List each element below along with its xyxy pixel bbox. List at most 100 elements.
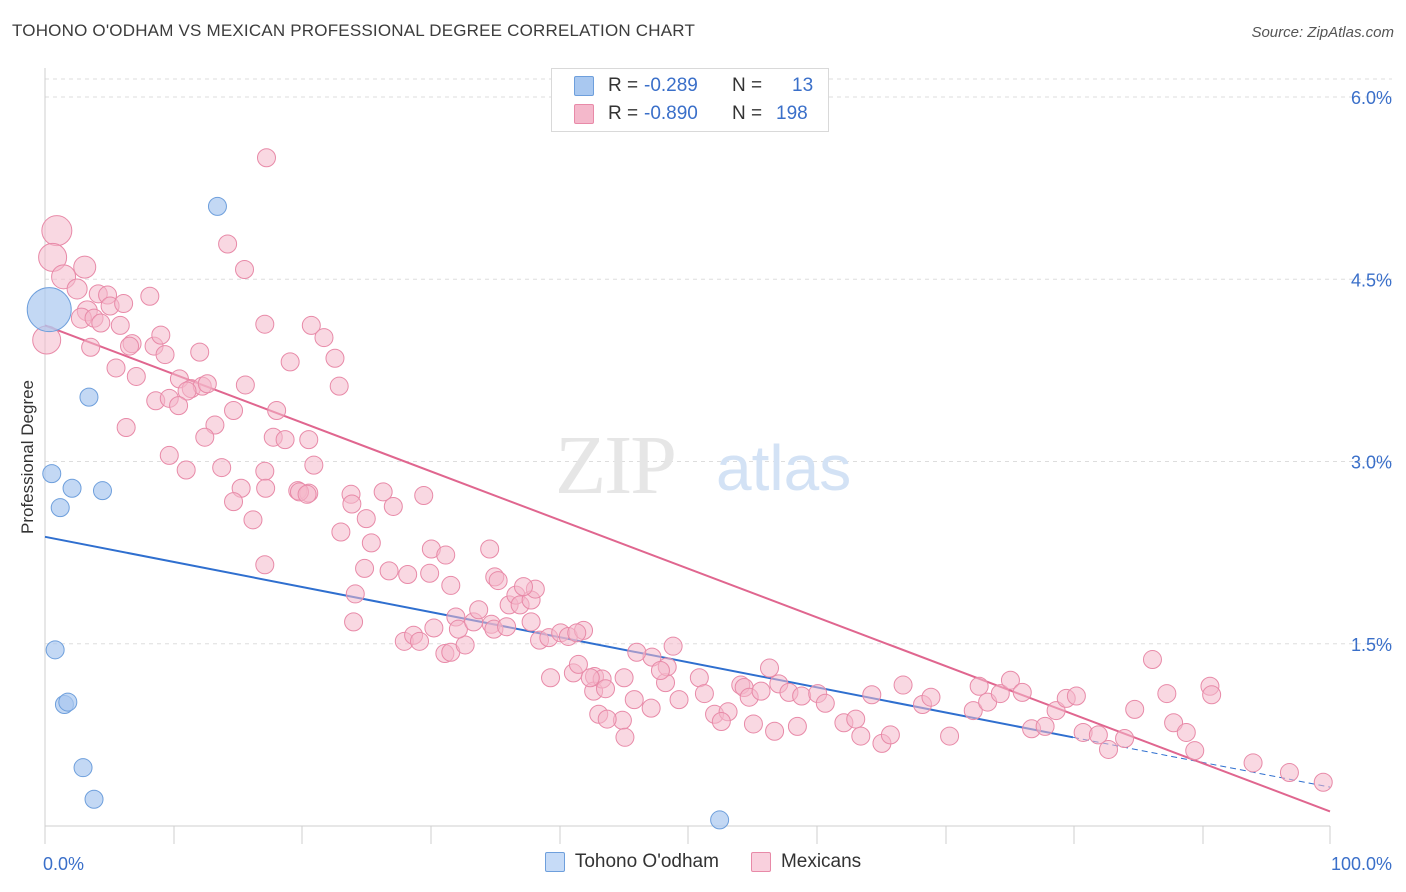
data-point-mexicans xyxy=(455,635,475,655)
data-point-mexicans xyxy=(846,709,866,729)
data-point-tohono xyxy=(58,692,78,712)
data-point-mexicans xyxy=(880,725,900,745)
data-point-mexicans xyxy=(41,215,73,247)
legend-swatch-blue xyxy=(574,76,594,96)
data-point-mexicans xyxy=(541,668,561,688)
legend-swatch-pink xyxy=(750,852,771,872)
y-tick-label: 6.0% xyxy=(1351,88,1392,108)
data-point-mexicans xyxy=(410,631,430,651)
data-point-mexicans xyxy=(356,509,376,529)
data-point-mexicans xyxy=(436,545,456,565)
data-point-mexicans xyxy=(212,458,232,478)
data-point-mexicans xyxy=(325,348,345,368)
data-point-mexicans xyxy=(969,676,989,696)
y-tick-label: 3.0% xyxy=(1351,453,1392,473)
data-point-mexicans xyxy=(224,492,244,512)
data-point-mexicans xyxy=(255,314,275,334)
data-point-mexicans xyxy=(711,712,731,732)
data-point-mexicans xyxy=(1164,713,1184,733)
data-point-mexicans xyxy=(114,294,134,314)
data-point-mexicans xyxy=(1046,701,1066,721)
data-point-mexicans xyxy=(760,658,780,678)
watermark-atlas: atlas xyxy=(716,432,851,504)
data-point-mexicans xyxy=(420,563,440,583)
data-point-tohono xyxy=(79,387,99,407)
data-point-mexicans xyxy=(650,660,670,680)
data-point-mexicans xyxy=(513,577,533,597)
data-point-mexicans xyxy=(329,376,349,396)
data-point-mexicans xyxy=(176,460,196,480)
data-point-mexicans xyxy=(1115,729,1135,749)
axes xyxy=(44,68,1331,844)
legend-r-label: R = xyxy=(608,103,639,124)
data-point-mexicans xyxy=(110,315,130,335)
data-point-mexicans xyxy=(1142,650,1162,670)
data-point-mexicans xyxy=(689,668,709,688)
legend-row-mexicans: R = -0.890 N = 198 xyxy=(574,100,808,128)
data-point-mexicans xyxy=(1313,772,1333,792)
data-point-mexicans xyxy=(595,679,615,699)
data-point-mexicans xyxy=(893,675,913,695)
legend-n-label: N = xyxy=(732,75,763,96)
legend-item-mexicans: Mexicans xyxy=(750,851,861,873)
data-point-mexicans xyxy=(361,533,381,553)
data-point-mexicans xyxy=(1176,722,1196,742)
data-point-mexicans xyxy=(1279,763,1299,783)
data-point-mexicans xyxy=(342,494,362,514)
data-point-mexicans xyxy=(765,721,785,741)
data-point-mexicans xyxy=(641,698,661,718)
data-point-mexicans xyxy=(373,482,393,502)
legend-swatch-pink xyxy=(574,104,594,124)
data-point-mexicans xyxy=(275,430,295,450)
data-point-mexicans xyxy=(1202,685,1222,705)
data-point-mexicans xyxy=(73,255,97,279)
trendline-mexicans xyxy=(44,324,1331,813)
legend-label-tohono: Tohono O'odham xyxy=(574,851,719,872)
data-point-mexicans xyxy=(235,260,255,280)
data-point-mexicans xyxy=(663,636,683,656)
y-axis-label: Professional Degree xyxy=(18,380,37,534)
data-point-mexicans xyxy=(627,642,647,662)
data-point-tohono xyxy=(62,478,82,498)
data-point-mexicans xyxy=(299,430,319,450)
data-point-mexicans xyxy=(441,575,461,595)
data-point-mexicans xyxy=(235,375,255,395)
data-point-mexicans xyxy=(480,539,500,559)
legend-row-tohono: R = -0.289 N = 13 xyxy=(574,72,813,100)
data-point-mexicans xyxy=(379,561,399,581)
data-point-mexicans xyxy=(256,478,276,498)
data-point-tohono xyxy=(73,758,93,778)
data-point-mexicans xyxy=(255,461,275,481)
data-point-mexicans xyxy=(743,714,763,734)
data-point-mexicans xyxy=(624,690,644,710)
data-point-tohono xyxy=(92,481,112,501)
data-point-mexicans xyxy=(940,726,960,746)
legend-n-label: N = xyxy=(732,103,763,124)
data-point-mexicans xyxy=(751,681,771,701)
data-point-mexicans xyxy=(177,381,197,401)
data-point-mexicans xyxy=(1012,682,1032,702)
data-point-mexicans xyxy=(1157,684,1177,704)
data-point-mexicans xyxy=(815,693,835,713)
legend-item-tohono: Tohono O'odham xyxy=(544,851,719,873)
trend-lines xyxy=(44,324,1331,813)
series-mexicans-points xyxy=(32,148,1333,792)
data-point-tohono xyxy=(26,287,72,333)
chart-title: TOHONO O'ODHAM VS MEXICAN PROFESSIONAL D… xyxy=(12,21,696,40)
data-point-mexicans xyxy=(140,286,160,306)
data-point-mexicans xyxy=(615,727,635,747)
data-point-mexicans xyxy=(1066,686,1086,706)
data-point-mexicans xyxy=(91,313,111,333)
data-point-mexicans xyxy=(1099,739,1119,759)
data-point-mexicans xyxy=(344,612,364,632)
data-point-mexicans xyxy=(190,342,210,362)
data-point-mexicans xyxy=(126,366,146,386)
data-point-mexicans xyxy=(568,654,588,674)
data-point-mexicans xyxy=(567,623,587,643)
data-point-mexicans xyxy=(990,684,1010,704)
data-point-mexicans xyxy=(424,618,444,638)
data-point-mexicans xyxy=(669,690,689,710)
data-point-mexicans xyxy=(120,336,140,356)
data-point-tohono xyxy=(50,498,70,518)
data-point-mexicans xyxy=(195,427,215,447)
